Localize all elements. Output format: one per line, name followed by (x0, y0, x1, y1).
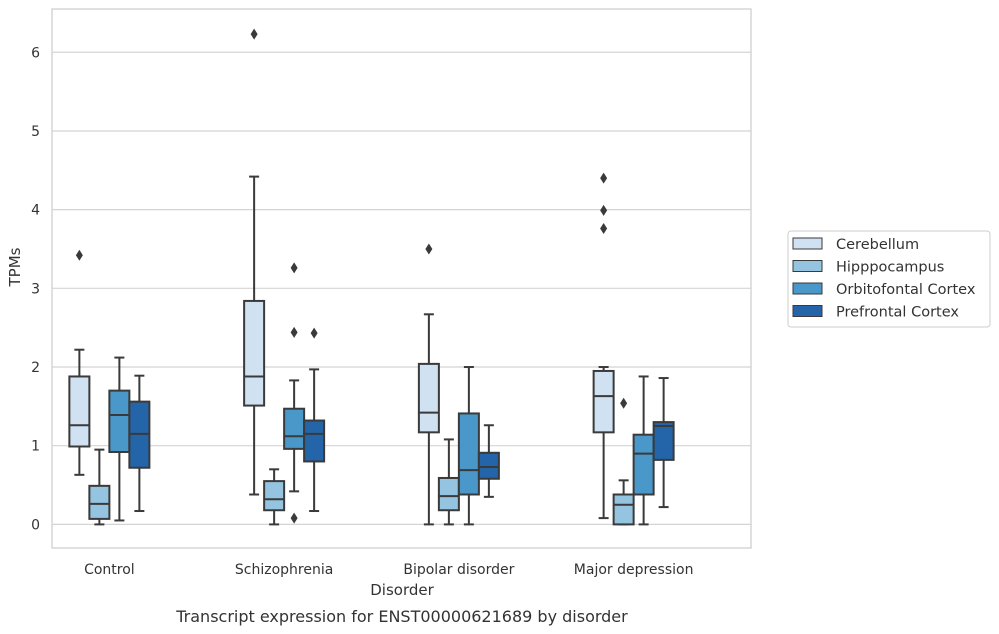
outlier-point (600, 204, 608, 216)
box-iqr (477, 451, 500, 480)
outlier-point (75, 249, 83, 261)
y-tick-label: 3 (31, 281, 40, 297)
box-cerebellum (243, 28, 266, 496)
outlier-point (250, 28, 258, 40)
box-prefrontal-cortex (303, 327, 326, 513)
outlier-point (290, 262, 298, 274)
box-cerebellum (417, 243, 440, 526)
x-axis-title: Disorder (370, 581, 434, 599)
outlier-point (290, 512, 298, 524)
box-prefrontal-cortex (128, 374, 151, 513)
box-hipppocampus (612, 397, 635, 526)
y-tick-label: 4 (31, 203, 40, 219)
box-iqr (243, 299, 266, 407)
chart-caption: Transcript expression for ENST0000062168… (175, 607, 628, 626)
x-tick-label: Control (84, 562, 135, 578)
box-cerebellum (68, 249, 91, 476)
legend-frame (787, 230, 991, 328)
legend-label: Prefrontal Cortex (836, 305, 959, 321)
legend-label: Hipppocampus (836, 260, 944, 276)
y-tick-label: 6 (31, 45, 40, 61)
x-axis-ticks: Control Schizophrenia Bipolar disorder Majo… (84, 562, 693, 578)
legend-swatch (792, 237, 823, 250)
box-orbitofontal-cortex (108, 356, 131, 522)
box-hipppocampus (88, 448, 111, 526)
box-orbitofontal-cortex (632, 375, 655, 526)
box-iqr (652, 421, 675, 461)
box-iqr (283, 407, 306, 450)
box-orbitofontal-cortex (283, 262, 306, 524)
legend-swatch (792, 305, 823, 317)
legend-swatch (792, 282, 823, 295)
box-prefrontal-cortex (477, 424, 500, 498)
box-iqr (632, 433, 655, 496)
box-iqr (68, 375, 91, 448)
box-iqr (108, 389, 131, 454)
y-tick-label: 1 (31, 439, 40, 455)
box-groups (68, 28, 675, 526)
outlier-point (620, 397, 628, 409)
box-iqr (417, 362, 440, 434)
legend-swatch (792, 260, 823, 272)
box-orbitofontal-cortex (457, 366, 480, 526)
box-iqr (263, 480, 286, 512)
box-cerebellum (592, 172, 615, 520)
box-hipppocampus (437, 438, 460, 526)
y-axis-title: TPMs (6, 247, 24, 287)
y-tick-label: 2 (31, 360, 40, 376)
outlier-point (425, 243, 433, 255)
y-tick-label: 0 (31, 517, 40, 533)
legend: Cerebellum Hipppocampus Orbitofontal Corte… (787, 230, 991, 328)
box-iqr (437, 476, 460, 512)
box-hipppocampus (263, 468, 286, 526)
x-tick-label: Schizophrenia (235, 562, 333, 578)
legend-label: Orbitofontal Cortex (836, 282, 976, 298)
outlier-point (310, 327, 318, 339)
box-prefrontal-cortex (652, 377, 675, 509)
y-axis-ticks: 0 1 2 3 4 5 6 (31, 45, 40, 533)
y-tick-label: 5 (31, 124, 40, 140)
box-iqr (457, 412, 480, 496)
x-tick-label: Major depression (574, 562, 694, 578)
box-iqr (592, 369, 615, 434)
outlier-point (290, 326, 298, 338)
outlier-point (600, 172, 608, 184)
box-iqr (88, 484, 111, 520)
outlier-point (600, 223, 608, 235)
legend-label: Cerebellum (836, 237, 919, 253)
box-iqr (612, 493, 635, 526)
x-tick-label: Bipolar disorder (403, 562, 514, 578)
box-iqr (303, 419, 326, 463)
